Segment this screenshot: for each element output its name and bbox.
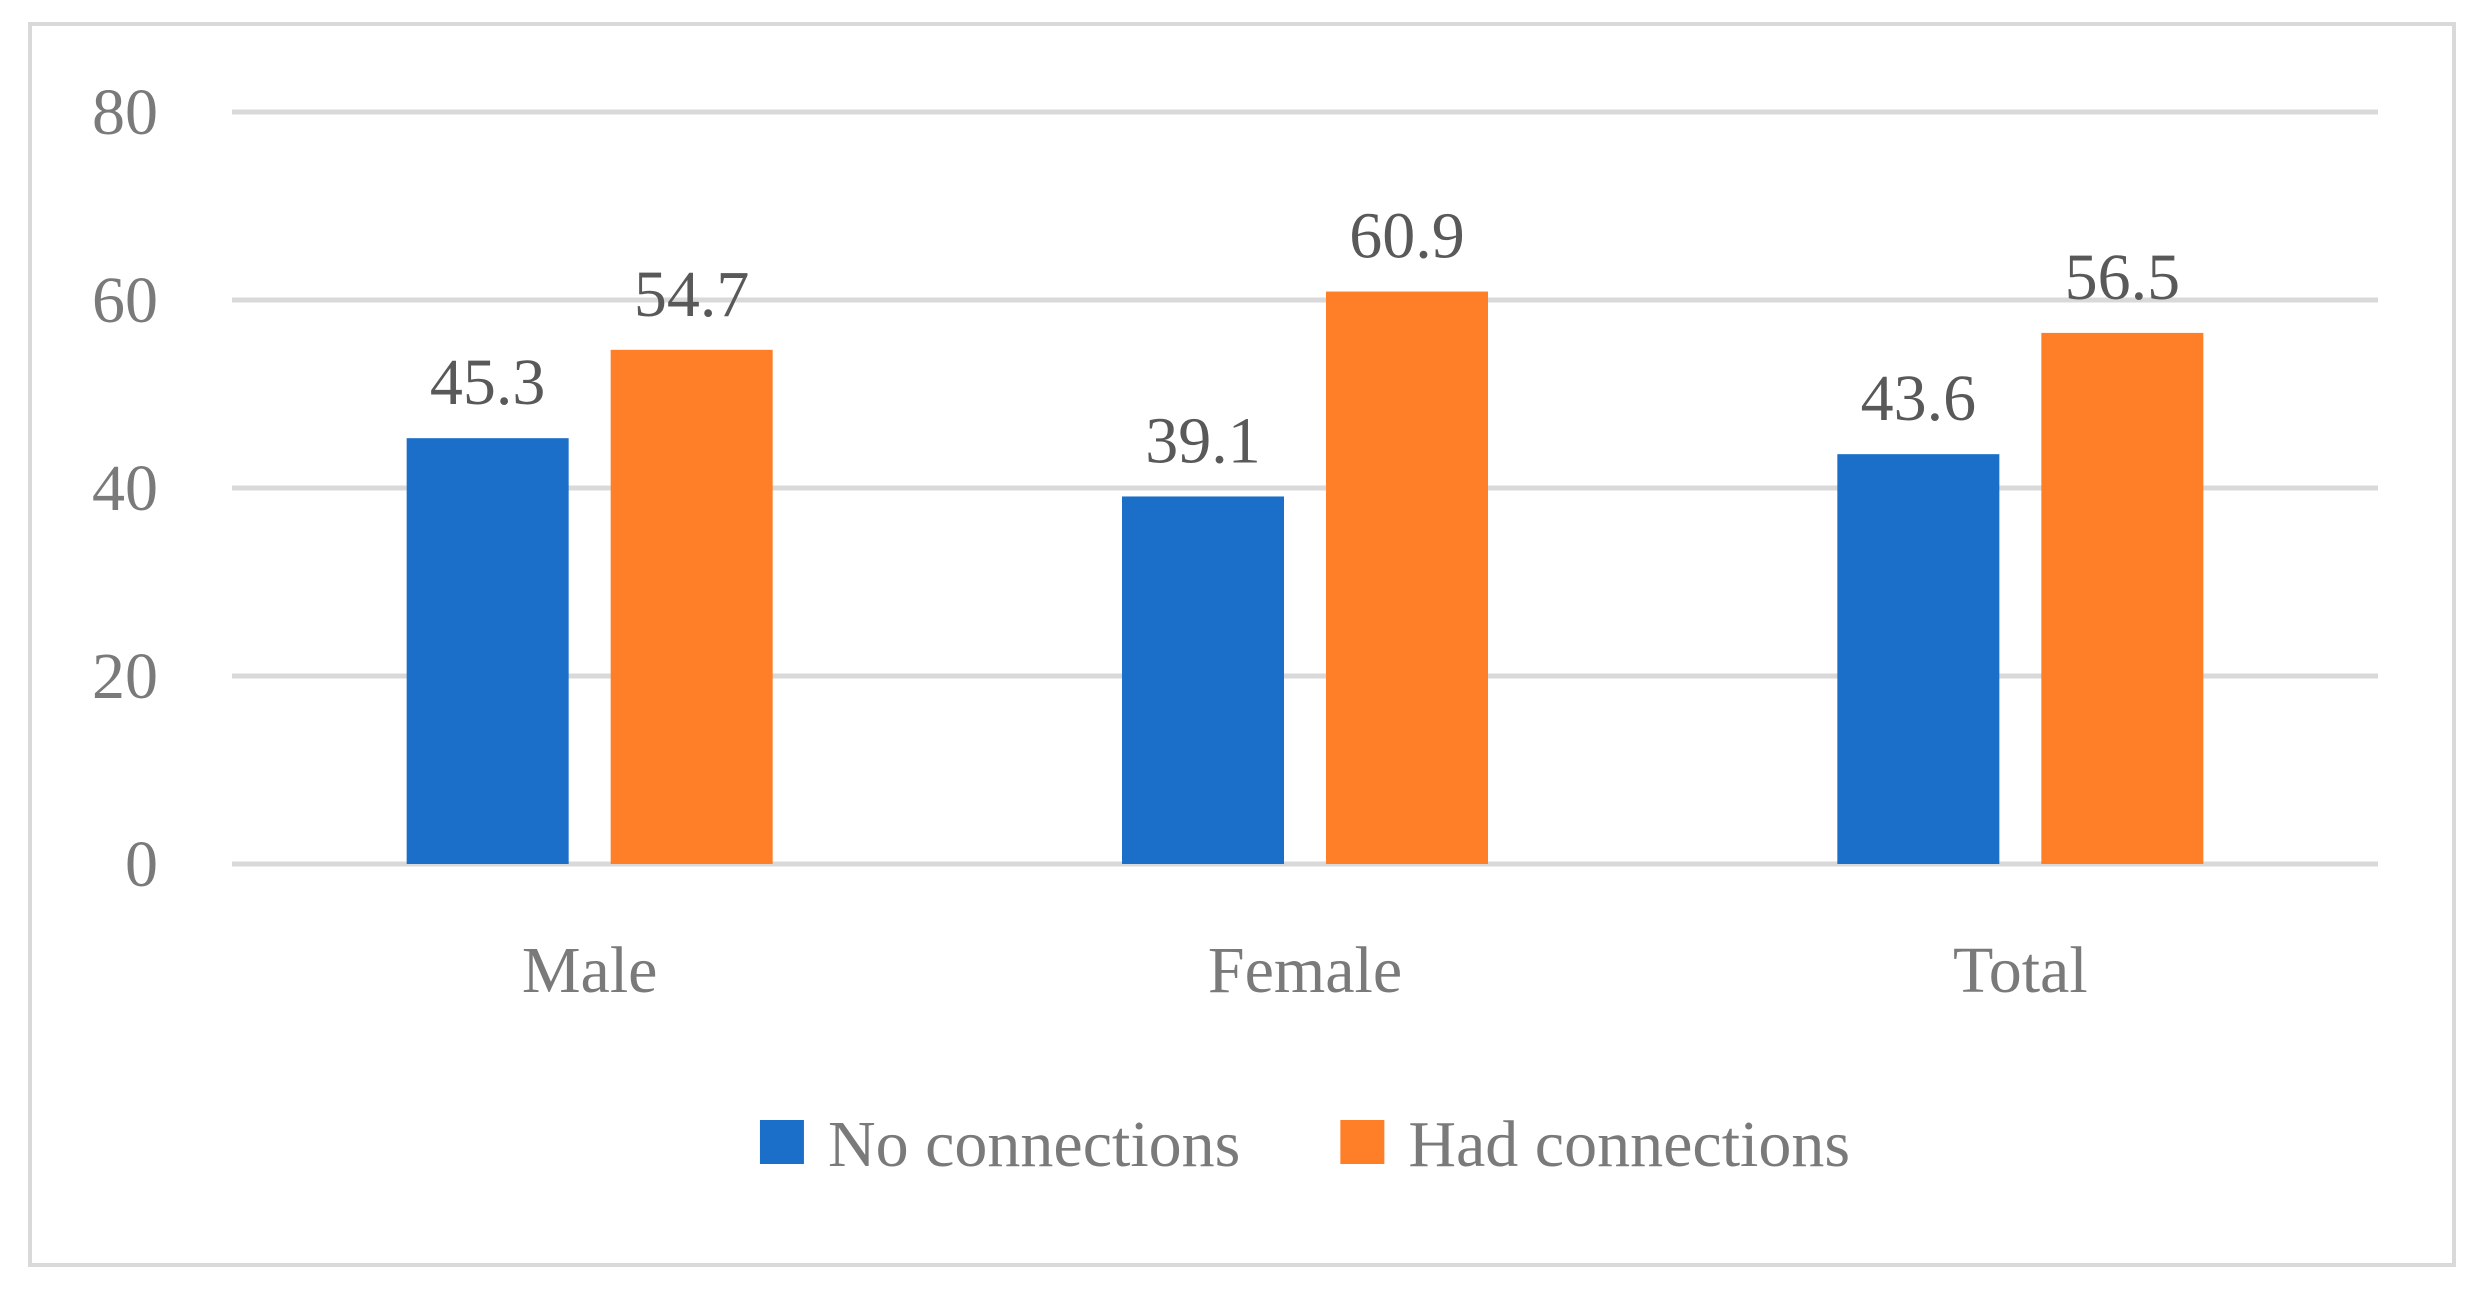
legend: No connections Had connections <box>759 1108 1850 1181</box>
y-tick-label: 60 <box>92 264 158 337</box>
x-tick-label-male: Male <box>522 934 658 1007</box>
bar-total-had-connections <box>2041 332 2204 864</box>
data-label: 39.1 <box>1145 404 1261 477</box>
data-label: 56.5 <box>2065 241 2181 314</box>
legend-swatch <box>1340 1120 1385 1164</box>
data-label: 43.6 <box>1861 362 1977 435</box>
y-tick-label: 20 <box>92 640 158 713</box>
legend-label: No connections <box>828 1108 1240 1181</box>
y-tick-label: 0 <box>125 828 158 901</box>
bar-female-no-connections <box>1122 496 1284 864</box>
legend-item-had-connections: Had connections <box>1340 1108 1850 1181</box>
data-labels: 45.3 54.7 39.1 60.9 43.6 56.5 <box>430 200 2180 478</box>
bars <box>406 291 2204 864</box>
legend-item-no-connections: No connections <box>759 1108 1240 1181</box>
y-tick-label: 40 <box>92 452 158 525</box>
data-label: 60.9 <box>1349 200 1465 273</box>
data-label: 45.3 <box>430 346 546 419</box>
chart-frame <box>28 22 2456 1267</box>
data-label: 54.7 <box>634 258 750 331</box>
bar-total-no-connections <box>1837 454 2000 864</box>
y-axis-ticks: 0 20 40 60 80 <box>92 76 158 901</box>
bar-male-no-connections <box>406 438 569 864</box>
bar-male-had-connections <box>610 349 773 864</box>
legend-label: Had connections <box>1408 1108 1850 1181</box>
x-axis-ticks: Male Female Total <box>522 934 2088 1007</box>
gridlines <box>232 109 2378 867</box>
x-tick-label-female: Female <box>1208 934 1402 1007</box>
x-tick-label-total: Total <box>1953 934 2088 1007</box>
bar-female-had-connections <box>1326 291 1488 864</box>
legend-swatch <box>759 1120 804 1164</box>
y-tick-label: 80 <box>92 76 158 149</box>
